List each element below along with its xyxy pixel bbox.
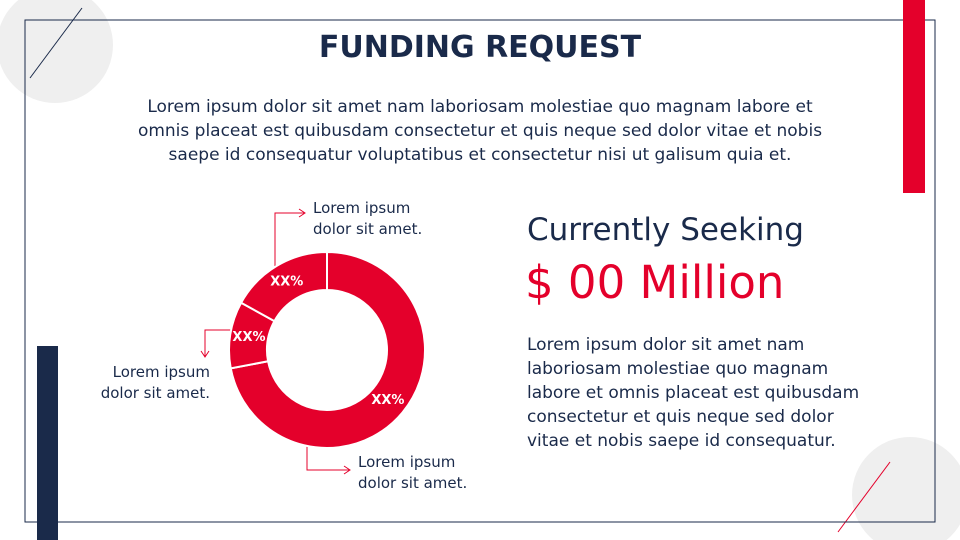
value-label: XX% [270, 275, 303, 290]
callout-label: Lorem ipsum dolor sit amet. [313, 199, 423, 238]
accent-bar [37, 346, 58, 540]
corner-circle [0, 0, 113, 103]
seeking-amount: $ 00 Million [525, 256, 785, 309]
callout-label: Lorem ipsum dolor sit amet. [358, 453, 468, 492]
diagonal-line [837, 461, 891, 533]
accent-bar [903, 0, 925, 193]
value-label: XX% [232, 330, 265, 345]
title: FUNDING REQUEST [318, 30, 642, 65]
intro-text: Lorem ipsum dolor sit amet nam laboriosa… [137, 97, 823, 165]
donut-segment [229, 250, 426, 449]
callout-label: Lorem ipsum dolor sit amet. [100, 363, 210, 402]
value-label: XX% [371, 393, 404, 408]
frame [24, 19, 936, 523]
seeking-heading: Currently Seeking [527, 212, 804, 248]
donut-segment [239, 250, 328, 323]
corner-circle [852, 437, 960, 540]
seeking-body: Lorem ipsum dolor sit amet nam laboriosa… [527, 335, 860, 451]
callout-arrows [200, 208, 351, 475]
